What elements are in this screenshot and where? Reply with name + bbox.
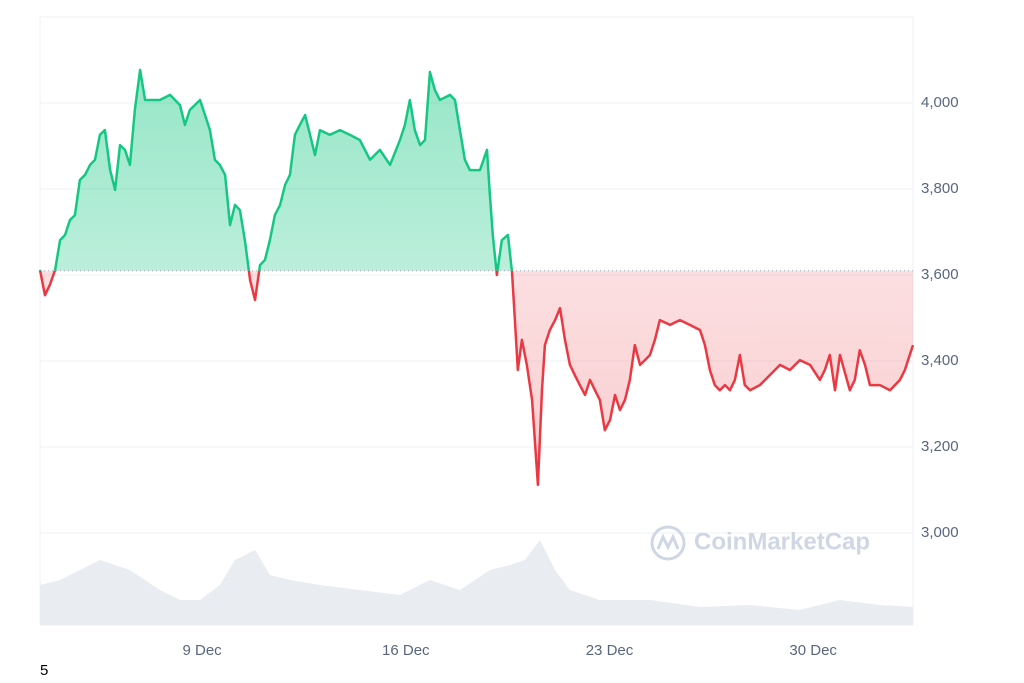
volume-area (40, 540, 913, 625)
x-tick-label: 9 Dec (182, 642, 222, 659)
footer-text: 5 (40, 662, 48, 679)
price-line-up (38, 68, 514, 271)
y-tick-label: 3,000 (921, 524, 959, 541)
area-below (40, 270, 913, 485)
watermark-logo (656, 533, 680, 551)
price-line-down (38, 270, 915, 487)
y-tick-label: 3,800 (921, 180, 959, 197)
y-tick-label: 3,400 (921, 352, 959, 369)
plot: 3,000 3,200 3,400 3,600 3,800 4,000 9 Dec 16 De… (38, 16, 959, 659)
y-tick-label: 3,600 (921, 266, 959, 283)
x-tick-label: 23 Dec (586, 642, 634, 659)
y-tick-label: 3,200 (921, 438, 959, 455)
x-tick-label: 16 Dec (382, 642, 430, 659)
area-above (40, 69, 512, 271)
y-tick-label: 4,000 (921, 94, 959, 111)
watermark-logo (650, 525, 686, 561)
watermark: CoinMarketCap (694, 528, 870, 555)
x-tick-label: 30 Dec (789, 642, 837, 659)
